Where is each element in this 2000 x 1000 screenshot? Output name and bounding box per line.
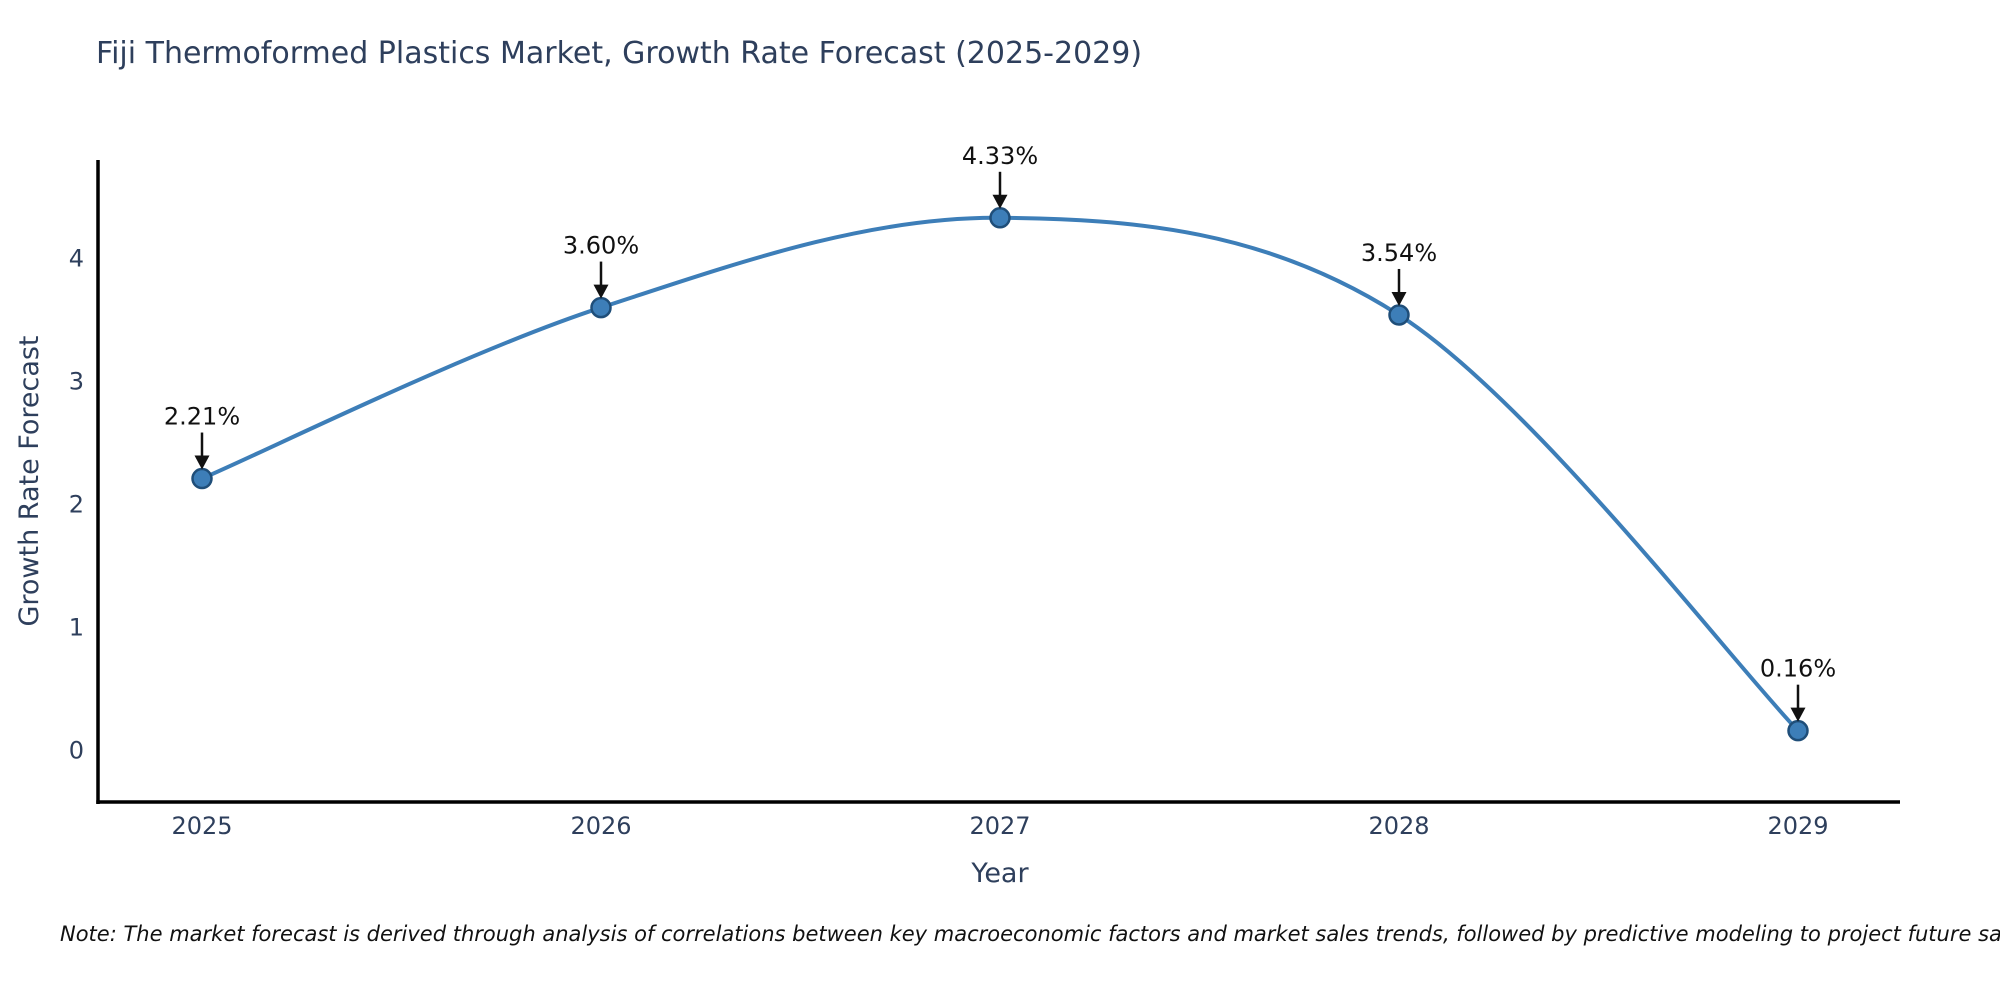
y-tick-label: 3 (69, 367, 84, 395)
annotation-arrow-head (593, 284, 609, 299)
forecast-line (200, 215, 1800, 733)
data-point-label: 4.33% (962, 142, 1038, 170)
y-tick-label: 0 (69, 736, 84, 764)
x-tick-label: 2026 (570, 812, 631, 840)
annotation-arrow-head (1391, 291, 1407, 306)
data-point-marker (1787, 719, 1809, 742)
chart-note: Note: The market forecast is derived thr… (60, 922, 2000, 946)
annotation-arrow-head (1790, 707, 1806, 722)
y-tick-label: 2 (69, 490, 84, 518)
y-tick-label: 4 (69, 244, 84, 272)
x-tick-label: 2028 (1368, 812, 1429, 840)
annotation-arrow-head (992, 194, 1008, 209)
data-point-marker (590, 296, 612, 319)
data-point-label: 3.54% (1361, 239, 1437, 267)
annotation-arrow-head (194, 455, 210, 470)
data-point-marker (989, 207, 1011, 229)
data-point-label: 0.16% (1760, 655, 1836, 683)
data-point-marker (1388, 304, 1410, 326)
x-tick-label: 2027 (969, 812, 1030, 840)
data-point-marker (191, 467, 213, 490)
x-tick-label: 2025 (171, 812, 232, 840)
y-axis-title: Growth Rate Forecast (14, 335, 45, 626)
x-tick-label: 2029 (1767, 812, 1828, 840)
chart-title: Fiji Thermoformed Plastics Market, Growt… (96, 36, 1143, 71)
x-axis-title: Year (970, 858, 1029, 889)
y-tick-label: 1 (69, 613, 84, 641)
data-point-label: 3.60% (563, 232, 639, 260)
data-point-label: 2.21% (164, 403, 240, 431)
